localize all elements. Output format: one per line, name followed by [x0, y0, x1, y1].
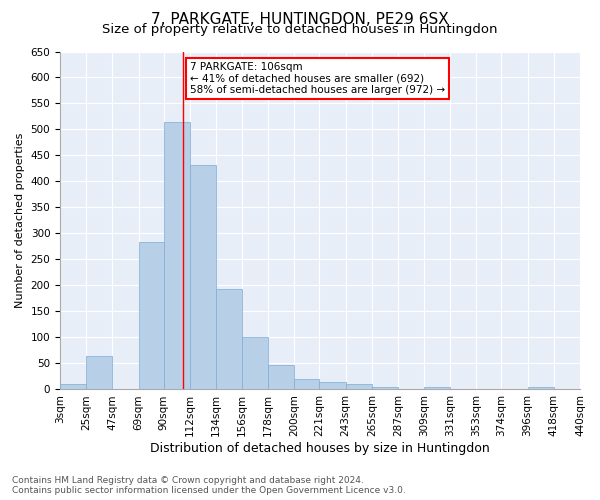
Bar [424, 387, 451, 390]
Bar [268, 365, 295, 390]
Bar [86, 356, 112, 390]
Text: 7, PARKGATE, HUNTINGDON, PE29 6SX: 7, PARKGATE, HUNTINGDON, PE29 6SX [151, 12, 449, 28]
Bar [346, 384, 372, 390]
Bar [60, 384, 86, 390]
Text: Contains HM Land Registry data © Crown copyright and database right 2024.
Contai: Contains HM Land Registry data © Crown c… [12, 476, 406, 495]
Bar [139, 242, 164, 390]
Bar [242, 338, 268, 390]
Bar [527, 387, 554, 390]
X-axis label: Distribution of detached houses by size in Huntingdon: Distribution of detached houses by size … [150, 442, 490, 455]
Y-axis label: Number of detached properties: Number of detached properties [15, 133, 25, 308]
Text: 7 PARKGATE: 106sqm
← 41% of detached houses are smaller (692)
58% of semi-detach: 7 PARKGATE: 106sqm ← 41% of detached hou… [190, 62, 445, 95]
Bar [372, 387, 398, 390]
Bar [319, 382, 346, 390]
Bar [216, 289, 242, 390]
Bar [190, 165, 216, 390]
Bar [295, 379, 319, 390]
Bar [164, 122, 190, 390]
Text: Size of property relative to detached houses in Huntingdon: Size of property relative to detached ho… [102, 22, 498, 36]
